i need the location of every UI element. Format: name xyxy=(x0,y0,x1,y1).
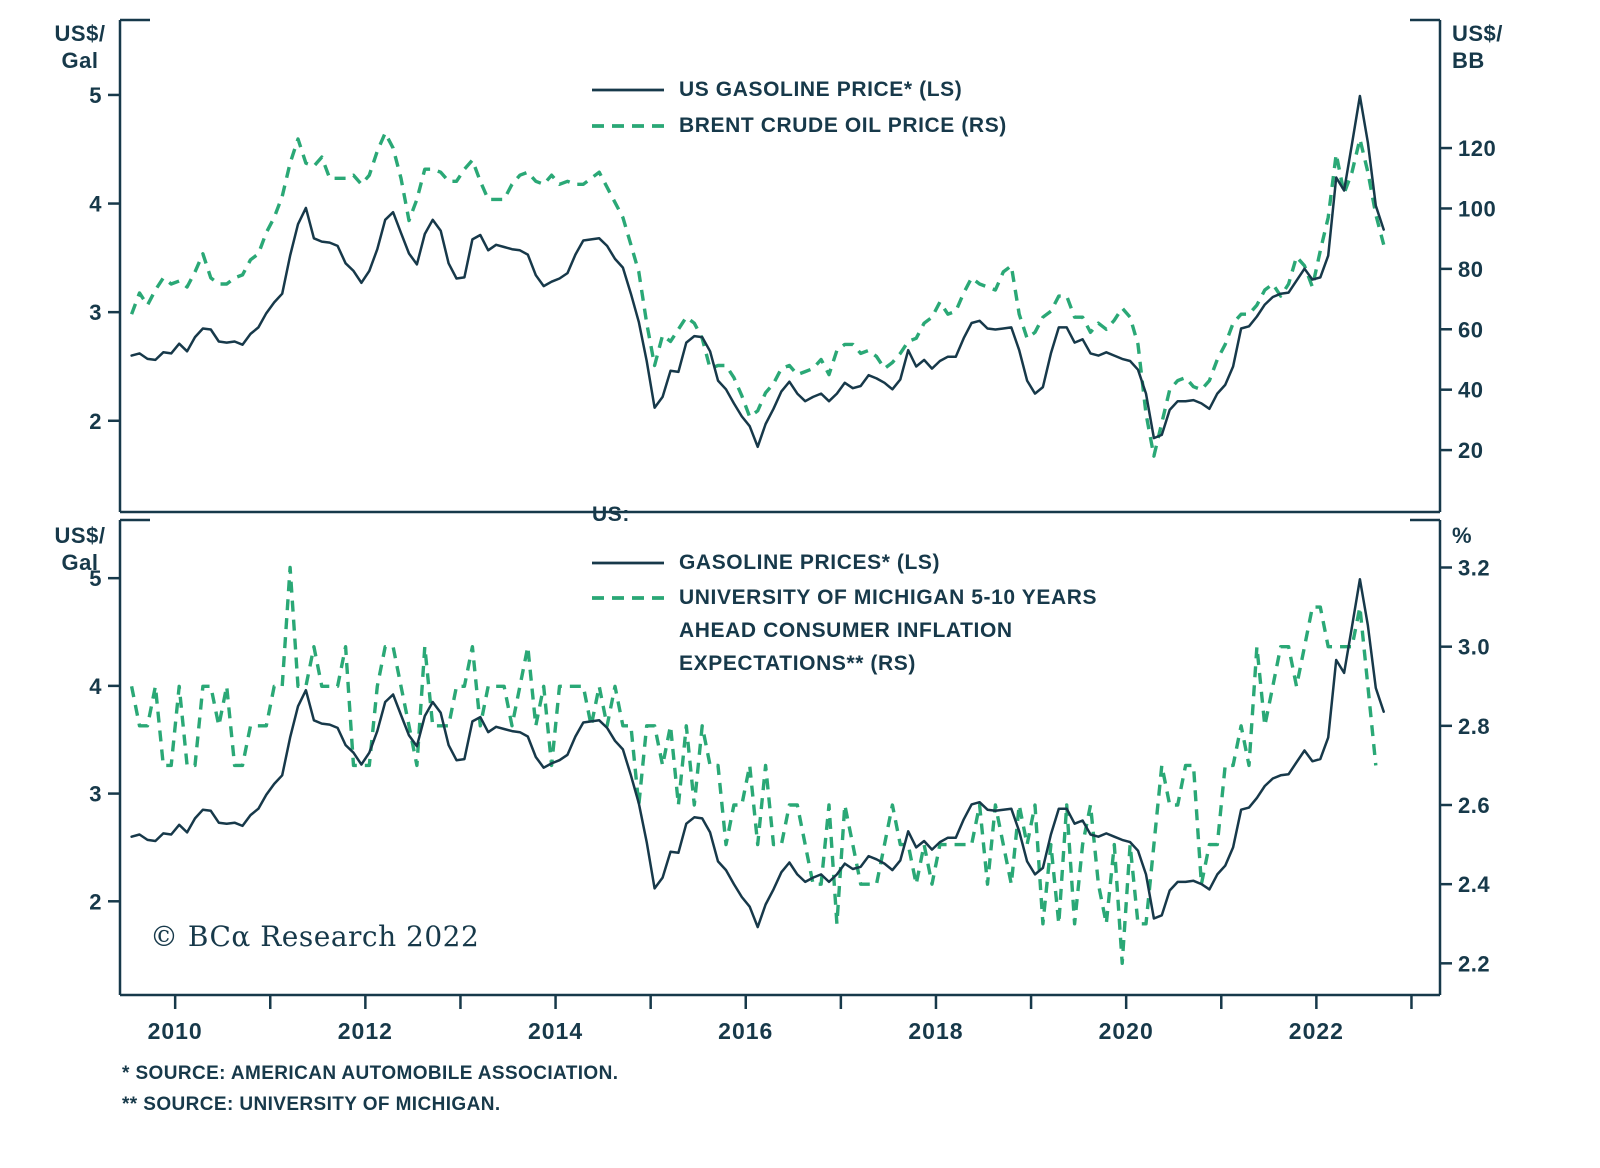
x-axis-year-label: 2022 xyxy=(1289,1018,1344,1044)
panel-top: 2 3 4 5 20 40 60 80 100 120 xyxy=(89,18,1496,514)
michigan-inflation-expectations-line xyxy=(129,565,1378,965)
left-axis-tick-label: 2 xyxy=(89,889,102,914)
top-legend: US GASOLINE PRICE* (LS) BRENT CRUDE OIL … xyxy=(592,72,1007,144)
brent-crude-oil-price-line xyxy=(130,131,1386,458)
bottom-legend: US: GASOLINE PRICES* (LS) UNIVERSITY OF … xyxy=(592,503,1097,680)
bottom-right-axis-unit: % xyxy=(1452,522,1522,549)
axis-unit-line: US$/ xyxy=(54,523,106,548)
right-axis-tick-label: 2.4 xyxy=(1458,872,1490,897)
right-axis-tick-label: 2.8 xyxy=(1458,714,1490,739)
left-axis-tick-label: 4 xyxy=(89,674,102,699)
footnote-source-aaa: * SOURCE: AMERICAN AUTOMOBILE ASSOCIATIO… xyxy=(122,1063,619,1084)
top-left-axis-unit: US$/ Gal xyxy=(46,20,114,74)
right-axis-tick-label: 20 xyxy=(1458,438,1483,463)
us-gasoline-price-line-top xyxy=(130,94,1385,449)
left-axis-tick-label: 2 xyxy=(89,409,102,434)
axis-unit-line: Gal xyxy=(61,550,99,575)
bottom-left-axis-unit: US$/ Gal xyxy=(46,522,114,576)
right-axis-tick-label: 120 xyxy=(1458,136,1496,161)
right-axis-tick-label: 100 xyxy=(1458,196,1496,221)
legend-title: US: xyxy=(592,503,630,526)
dashed-line-sample-icon xyxy=(592,596,664,600)
legend-item-gasoline: US GASOLINE PRICE* (LS) xyxy=(592,72,1007,108)
left-axis-tick-label: 5 xyxy=(89,83,102,108)
x-axis-year-label: 2014 xyxy=(528,1018,583,1044)
legend-item-gasoline-bottom: GASOLINE PRICES* (LS) xyxy=(592,545,1097,581)
legend-label: US GASOLINE PRICE* (LS) xyxy=(679,78,963,101)
x-axis-year-label: 2018 xyxy=(908,1018,963,1044)
copyright-notice: © BCα Research 2022 xyxy=(150,920,480,953)
axis-unit-line: % xyxy=(1452,523,1473,548)
left-axis-tick-label: 4 xyxy=(89,192,102,217)
axis-unit-line: Gal xyxy=(61,48,99,73)
right-axis-tick-label: 40 xyxy=(1458,378,1483,403)
left-axis-tick-label: 3 xyxy=(89,782,102,807)
legend-item-brent: BRENT CRUDE OIL PRICE (RS) xyxy=(592,108,1007,144)
right-axis-tick-label: 2.6 xyxy=(1458,793,1490,818)
axis-unit-line: US$/ xyxy=(54,21,106,46)
top-right-axis-unit: US$/ BB xyxy=(1452,20,1522,74)
right-axis-tick-label: 3.0 xyxy=(1458,635,1490,660)
dashed-line-sample-icon xyxy=(592,124,664,128)
panel-bottom: 2 3 4 5 2.2 2.4 2.6 2.8 3.0 3.2 2010 2012 2014 2016 20… xyxy=(89,518,1490,1044)
legend-label: GASOLINE PRICES* (LS) xyxy=(679,551,941,574)
x-axis-year-label: 2016 xyxy=(718,1018,773,1044)
footnote-source-michigan: ** SOURCE: UNIVERSITY OF MICHIGAN. xyxy=(122,1094,501,1115)
left-axis-tick-label: 3 xyxy=(89,300,102,325)
left-axis-tick-label: 5 xyxy=(89,566,102,591)
solid-line-sample-icon xyxy=(592,561,664,565)
legend-label: BRENT CRUDE OIL PRICE (RS) xyxy=(679,114,1007,137)
legend-label-line: AHEAD CONSUMER INFLATION xyxy=(679,619,1013,642)
legend-label-line: UNIVERSITY OF MICHIGAN 5-10 YEARS xyxy=(679,586,1098,609)
right-axis-tick-label: 80 xyxy=(1458,257,1483,282)
solid-line-sample-icon xyxy=(592,88,664,92)
right-axis-tick-label: 2.2 xyxy=(1458,951,1490,976)
x-axis-year-label: 2020 xyxy=(1099,1018,1154,1044)
us-gasoline-price-line-bottom xyxy=(130,577,1385,929)
x-axis-year-label: 2012 xyxy=(338,1018,393,1044)
right-axis-tick-label: 60 xyxy=(1458,317,1483,342)
right-axis-tick-label: 3.2 xyxy=(1458,556,1490,581)
legend-label-line: EXPECTATIONS** (RS) xyxy=(679,652,916,675)
axis-unit-line: BB xyxy=(1452,48,1485,73)
x-axis-year-label: 2010 xyxy=(148,1018,203,1044)
footnotes: * SOURCE: AMERICAN AUTOMOBILE ASSOCIATIO… xyxy=(122,1058,618,1120)
axis-unit-line: US$/ xyxy=(1452,21,1503,46)
legend-item-michigan: UNIVERSITY OF MICHIGAN 5-10 YEARS AHEAD … xyxy=(592,581,1097,680)
legend-label: UNIVERSITY OF MICHIGAN 5-10 YEARS AHEAD … xyxy=(679,581,1097,680)
